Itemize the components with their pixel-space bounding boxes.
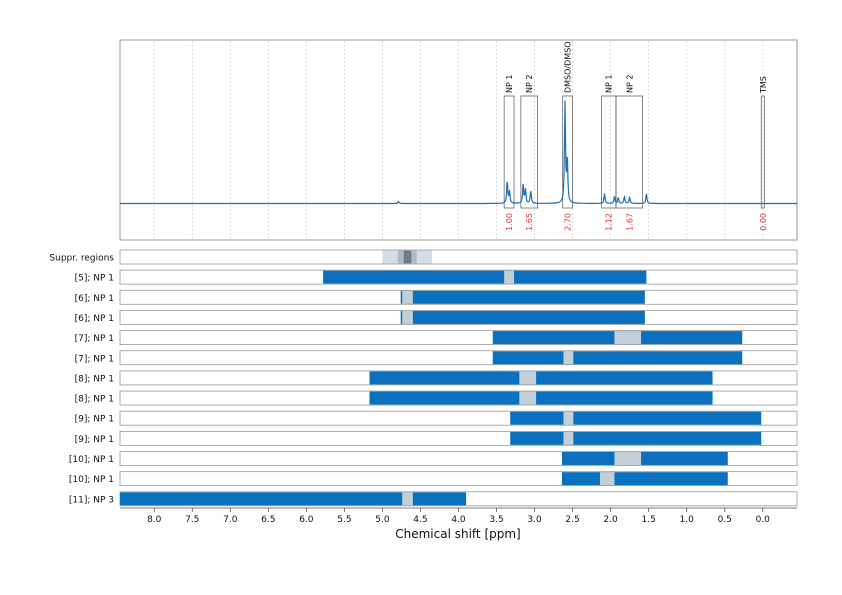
x-tick-label: 3.0 <box>527 515 542 525</box>
region-boxes: NP 1 1.00 NP 2 1.65 DMSO/DMSO 2.70 NP 1 1.12 NP … <box>503 41 768 231</box>
region-label: NP 1 <box>605 75 614 93</box>
spectrum-panel-frame <box>119 39 798 241</box>
x-tick-label: 5.0 <box>375 515 390 525</box>
range-gap <box>563 351 574 365</box>
range-gap <box>504 270 515 284</box>
x-tick-label: 1.0 <box>680 515 695 525</box>
row-label: [10]; NP 1 <box>69 475 114 485</box>
range-gap <box>402 290 413 304</box>
x-tick-label: 4.0 <box>451 515 466 525</box>
row-label: [5]; NP 1 <box>75 274 114 284</box>
region-box <box>615 95 643 209</box>
integral-value: 1.00 <box>505 213 514 231</box>
range-bar <box>400 290 645 304</box>
range-bar <box>561 472 728 486</box>
row-label: [6]; NP 1 <box>75 294 114 304</box>
region-label: NP 2 <box>625 75 634 93</box>
region-label: TMS <box>759 76 768 94</box>
x-tick-label: 1.5 <box>642 515 656 525</box>
row-label: [8]; NP 1 <box>75 395 114 405</box>
range-bar <box>561 452 728 465</box>
range-gap <box>402 492 413 506</box>
x-axis: 8.0 7.5 7.0 6.5 6.0 5.5 5.0 4.5 4.0 3.5 3.0 2.5 2.0 1… <box>120 507 797 525</box>
range-bar <box>120 492 467 506</box>
x-tick-label: 0.5 <box>718 515 732 525</box>
row-label: [9]; NP 1 <box>75 415 114 425</box>
x-tick-label: 4.5 <box>413 515 427 525</box>
region-label: NP 1 <box>505 75 514 93</box>
x-tick-label: 5.5 <box>337 515 351 525</box>
region-label: DMSO/DMSO <box>564 41 573 93</box>
suppr-region-inner <box>403 250 412 264</box>
x-tick-label: 6.5 <box>261 515 275 525</box>
range-gap <box>563 411 574 425</box>
spectrum-trace <box>120 100 797 205</box>
row-label: [10]; NP 1 <box>69 455 114 465</box>
x-tick-label: 0.0 <box>756 515 771 525</box>
range-gap <box>519 391 537 405</box>
suppr-row-frame <box>119 249 798 265</box>
range-gap <box>614 452 642 465</box>
region-box <box>760 95 765 209</box>
x-tick-label: 2.5 <box>565 515 579 525</box>
row-label: [9]; NP 1 <box>75 435 114 445</box>
range-bar <box>510 411 762 425</box>
range-rows: Suppr. regions [5]; NP 1 [6]; NP 1 [6]; NP … <box>49 249 798 507</box>
integral-value: 1.67 <box>625 213 634 231</box>
region-box <box>520 95 538 209</box>
region-box <box>601 95 617 209</box>
range-bar <box>492 351 743 365</box>
range-bar <box>323 270 647 284</box>
range-bar <box>400 310 645 324</box>
row-label: [7]; NP 1 <box>75 354 114 364</box>
region-box <box>503 95 515 209</box>
range-gap <box>599 472 615 486</box>
x-tick-label: 6.0 <box>299 515 314 525</box>
region-box <box>562 95 573 209</box>
x-tick-label: 8.0 <box>147 515 162 525</box>
integral-value: 1.12 <box>605 213 614 231</box>
grid-lines <box>153 41 764 239</box>
range-bar <box>369 371 713 385</box>
row-label: [6]; NP 1 <box>75 314 114 324</box>
x-tick-label: 7.5 <box>185 515 199 525</box>
range-bar <box>369 391 713 405</box>
range-gap <box>614 331 642 345</box>
row-label: [8]; NP 1 <box>75 374 114 384</box>
row-label: Suppr. regions <box>49 254 114 264</box>
range-gap <box>402 310 413 324</box>
x-tick-label: 2.0 <box>603 515 618 525</box>
range-gap <box>563 431 574 445</box>
x-tick-label: 3.5 <box>489 515 503 525</box>
region-label: NP 2 <box>525 75 534 93</box>
integral-value: 1.65 <box>525 213 534 231</box>
row-label: [11]; NP 3 <box>69 495 114 505</box>
x-tick-label: 7.0 <box>223 515 238 525</box>
x-axis-label: Chemical shift [ppm] <box>395 527 521 541</box>
integral-value: 2.70 <box>564 213 573 231</box>
range-bar <box>510 431 762 445</box>
range-gap <box>519 371 537 385</box>
row-label: [7]; NP 1 <box>75 334 114 344</box>
integral-value: 0.00 <box>759 213 768 231</box>
